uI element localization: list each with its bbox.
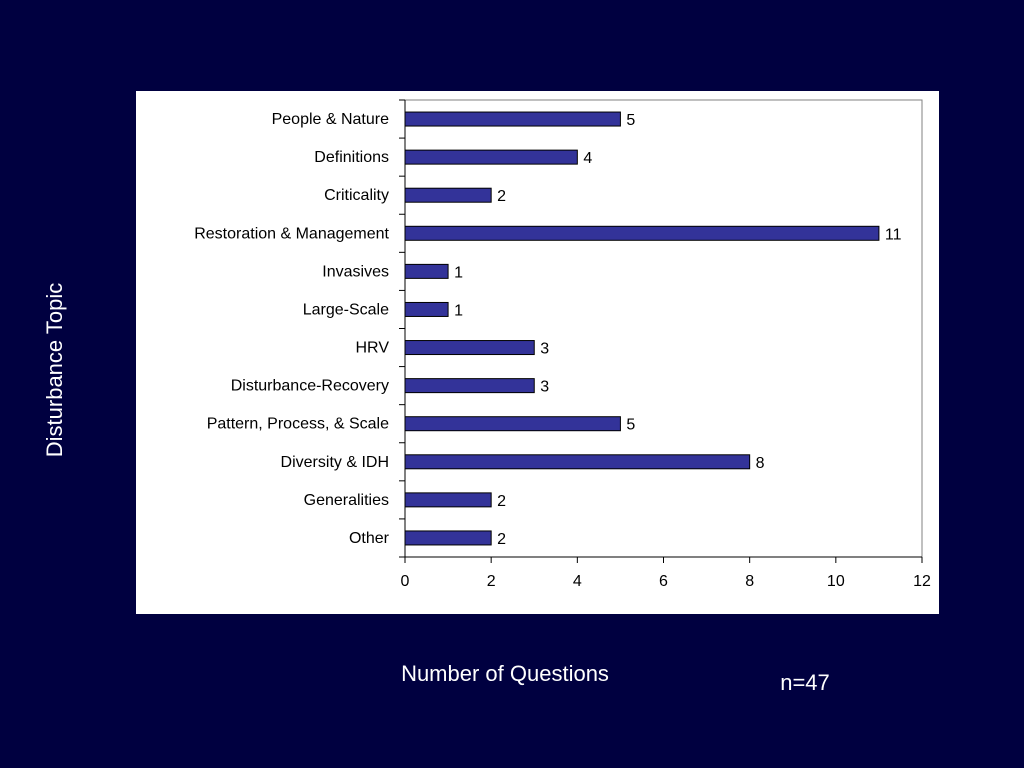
bar [404, 378, 535, 394]
data-label: 2 [497, 493, 506, 510]
category-label: Invasives [322, 263, 389, 280]
category-label: Definitions [314, 149, 389, 166]
data-label: 8 [756, 455, 765, 472]
x-tick-label: 4 [573, 573, 582, 590]
plot-area-frame [404, 99, 923, 558]
data-label: 3 [540, 379, 549, 396]
category-label: People & Nature [272, 111, 390, 128]
x-tick-label: 10 [827, 573, 845, 590]
category-label: Pattern, Process, & Scale [207, 416, 389, 433]
bar [404, 530, 492, 546]
chart-panel: People & Nature 5 Definitions 4 Criticality 2… [136, 91, 939, 614]
sample-size-annotation: n=47 [780, 670, 830, 695]
y-axis-title: Disturbance Topic [42, 282, 67, 458]
data-label: 1 [454, 302, 463, 319]
x-tick-label: 6 [659, 573, 668, 590]
category-label: Disturbance-Recovery [231, 378, 389, 395]
data-label: 4 [583, 150, 592, 167]
data-label: 11 [885, 226, 902, 243]
data-label: 1 [454, 264, 463, 281]
bar [404, 492, 492, 508]
category-label: Criticality [324, 187, 389, 204]
bar [404, 454, 751, 470]
data-label: 5 [626, 112, 635, 129]
category-label: Generalities [304, 492, 389, 509]
x-tick-label: 12 [913, 573, 931, 590]
bar [404, 416, 621, 432]
category-label: HRV [356, 340, 390, 357]
bar [404, 187, 492, 203]
x-tick-label: 8 [745, 573, 754, 590]
data-label: 3 [540, 341, 549, 358]
bar [404, 340, 535, 356]
x-axis-title: Number of Questions [401, 661, 609, 686]
x-tick-label: 2 [487, 573, 496, 590]
x-tick-label: 0 [401, 573, 410, 590]
bar [404, 301, 449, 317]
bar [404, 111, 621, 127]
category-label: Other [349, 530, 390, 547]
bar [404, 149, 578, 165]
bar [404, 225, 880, 241]
data-label: 2 [497, 531, 506, 548]
bar-chart: People & Nature 5 Definitions 4 Criticality 2… [194, 99, 931, 590]
bar [404, 263, 449, 279]
category-label: Diversity & IDH [281, 454, 389, 471]
category-label: Restoration & Management [194, 225, 389, 242]
category-label: Large-Scale [303, 301, 389, 318]
data-label: 5 [626, 417, 635, 434]
data-label: 2 [497, 188, 506, 205]
